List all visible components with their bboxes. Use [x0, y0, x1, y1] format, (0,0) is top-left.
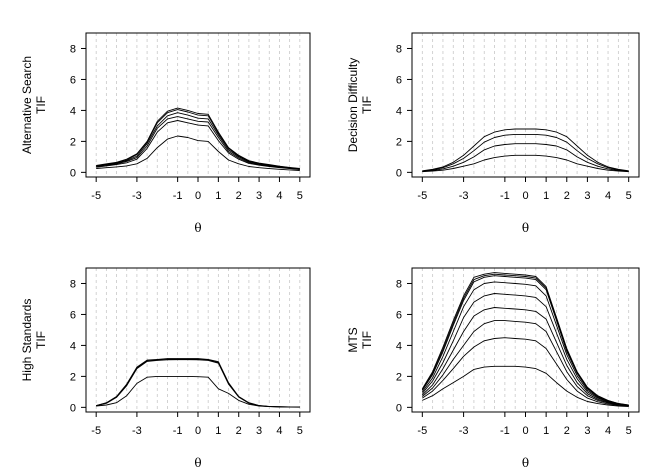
series-line — [421, 272, 629, 406]
x-tick-label: 1 — [543, 190, 549, 202]
x-tick-label: -1 — [173, 190, 183, 202]
panel-2: 0 2 4 6 8 -5 -3 -1 0 1 2 3 4 5 θ Decision Difficulty TIF — [346, 32, 640, 235]
x-tick-label: -5 — [91, 425, 101, 437]
series-line — [96, 116, 300, 170]
x-tick-label: -3 — [459, 425, 469, 437]
x-tick-label: 4 — [276, 425, 282, 437]
x-tick-label: 5 — [297, 190, 303, 202]
x-axis-label: θ — [522, 221, 529, 235]
y-tick-label: 4 — [396, 105, 402, 117]
x-tick-label: 0 — [522, 190, 528, 202]
x-tick-label: -3 — [132, 425, 142, 437]
y-tick-label: 8 — [70, 278, 76, 290]
panel-4: 0 2 4 6 8 -5 -3 -1 0 1 2 3 4 5 θ MTS TIF — [346, 267, 640, 470]
y-tick-label: 6 — [70, 74, 76, 86]
y-tick-label: 4 — [396, 340, 402, 352]
x-tick-label: -3 — [132, 190, 142, 202]
series-line — [421, 307, 629, 407]
x-tick-label: 0 — [195, 190, 201, 202]
series-line — [421, 281, 629, 406]
x-tick-label: -5 — [91, 190, 101, 202]
panel-3: 0 2 4 6 8 -5 -3 -1 0 1 2 3 4 5 θ High Standards TIF — [20, 267, 311, 470]
y-axis-unit-label: TIF — [360, 96, 374, 114]
y-axis-unit-label: TIF — [34, 96, 48, 114]
y-tick-label: 0 — [70, 402, 76, 414]
series-line — [96, 112, 300, 170]
y-tick-label: 2 — [70, 371, 76, 383]
x-tick-label: 4 — [605, 190, 611, 202]
series-line — [421, 293, 629, 407]
x-tick-label: 0 — [195, 425, 201, 437]
x-tick-label: 5 — [297, 425, 303, 437]
x-tick-label: 5 — [626, 425, 632, 437]
panel-1: 0 2 4 6 8 -5 -3 -1 0 1 2 3 4 5 θ Alternative Search TIF — [20, 32, 311, 235]
x-tick-label: -1 — [173, 425, 183, 437]
series-line — [422, 133, 629, 172]
x-axis-label: θ — [194, 456, 201, 470]
y-tick-label: 2 — [396, 136, 402, 148]
y-axis-label: High Standards — [20, 299, 34, 382]
y-tick-label: 0 — [70, 167, 76, 179]
series-line — [96, 120, 300, 171]
x-tick-label: 1 — [215, 425, 221, 437]
series-line — [422, 320, 629, 407]
x-tick-label: 3 — [584, 190, 590, 202]
series-line — [96, 135, 300, 171]
x-tick-label: 2 — [564, 190, 570, 202]
series-line — [422, 337, 629, 407]
x-tick-label: 3 — [584, 425, 590, 437]
x-tick-label: 3 — [256, 425, 262, 437]
x-tick-label: 1 — [543, 425, 549, 437]
x-tick-label: 1 — [215, 190, 221, 202]
y-tick-label: 6 — [70, 309, 76, 321]
x-axis-label: θ — [194, 221, 201, 235]
y-tick-label: 4 — [70, 340, 76, 352]
x-tick-label: -3 — [459, 190, 469, 202]
y-axis-unit-label: TIF — [360, 331, 374, 349]
x-tick-label: -5 — [417, 425, 427, 437]
y-tick-label: 0 — [396, 402, 402, 414]
y-tick-label: 8 — [396, 278, 402, 290]
x-tick-label: 0 — [522, 425, 528, 437]
y-tick-label: 6 — [396, 74, 402, 86]
x-tick-label: 2 — [236, 425, 242, 437]
series-line — [96, 107, 300, 169]
y-tick-label: 4 — [70, 105, 76, 117]
x-tick-label: 5 — [626, 190, 632, 202]
x-tick-label: -5 — [417, 190, 427, 202]
y-tick-label: 6 — [396, 309, 402, 321]
y-tick-label: 8 — [396, 43, 402, 55]
series-line — [422, 128, 629, 172]
series-line — [422, 154, 629, 173]
x-tick-label: 4 — [605, 425, 611, 437]
x-axis-label: θ — [522, 456, 529, 470]
series-line — [422, 143, 629, 172]
y-tick-label: 0 — [396, 167, 402, 179]
x-tick-label: 4 — [276, 190, 282, 202]
series-line — [96, 375, 300, 408]
y-tick-label: 8 — [70, 43, 76, 55]
x-tick-label: -1 — [500, 190, 510, 202]
x-tick-label: 2 — [236, 190, 242, 202]
y-axis-label: MTS — [346, 327, 360, 352]
x-tick-label: 3 — [256, 190, 262, 202]
y-axis-unit-label: TIF — [34, 331, 48, 349]
series-line — [421, 275, 629, 406]
x-tick-label: 2 — [564, 425, 570, 437]
y-axis-label: Alternative Search — [20, 56, 34, 154]
y-axis-label: Decision Difficulty — [346, 58, 360, 152]
series-line — [422, 365, 629, 408]
x-tick-label: -1 — [500, 425, 510, 437]
y-tick-label: 2 — [396, 371, 402, 383]
y-tick-label: 2 — [70, 136, 76, 148]
